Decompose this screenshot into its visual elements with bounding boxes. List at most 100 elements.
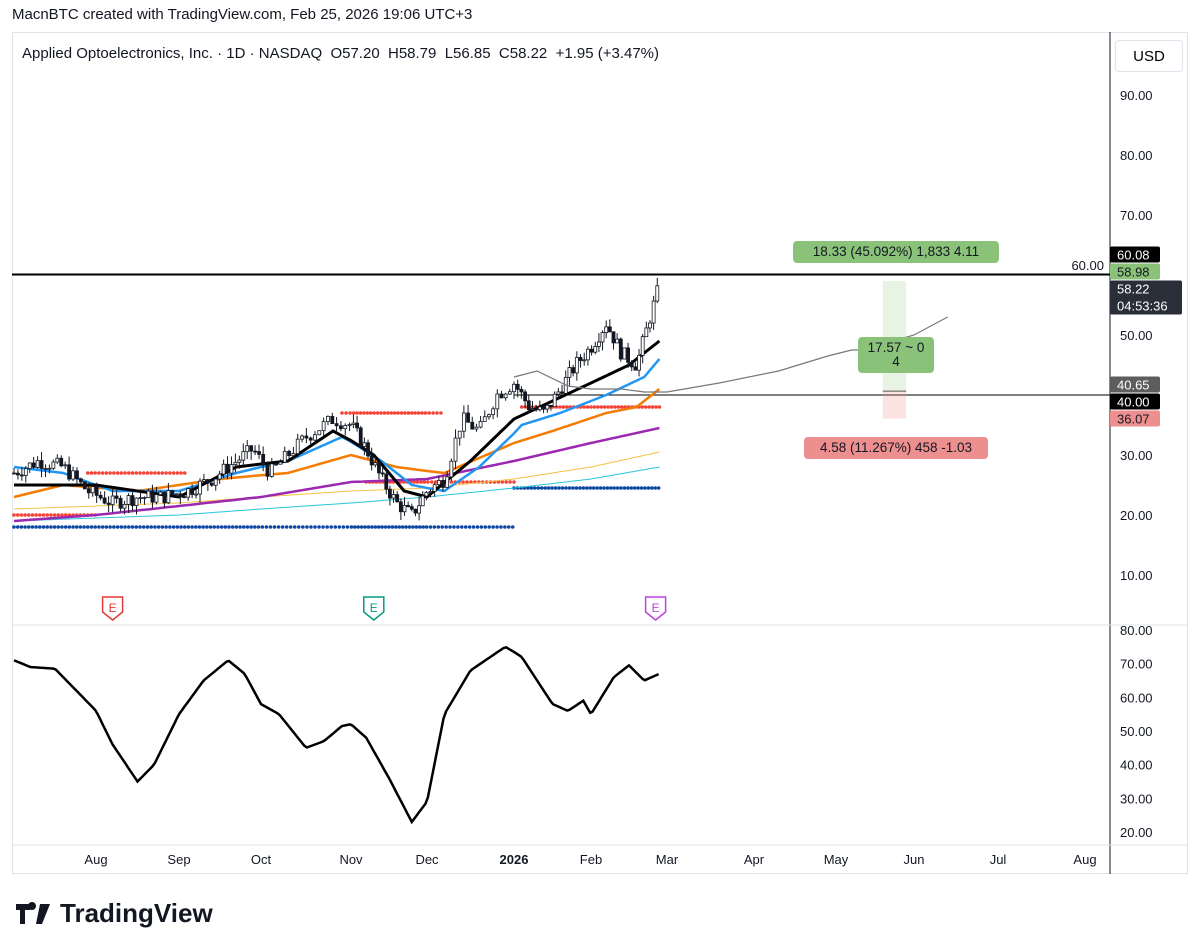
level-dot — [376, 525, 381, 529]
osc-tick: 30.00 — [1120, 791, 1153, 806]
candle-body — [19, 474, 24, 477]
level-dot — [368, 411, 373, 415]
candle-body — [217, 473, 222, 480]
candle-body — [637, 355, 641, 371]
level-dot — [93, 525, 97, 529]
level-dot — [153, 525, 157, 529]
candle-body — [330, 415, 335, 425]
candle-body — [648, 322, 652, 329]
candle-body — [27, 462, 32, 469]
candle-body — [461, 412, 466, 432]
candle-body — [71, 470, 75, 480]
candle-body — [604, 326, 609, 333]
level-dot — [19, 513, 24, 517]
level-dot — [449, 480, 454, 484]
level-dot — [619, 405, 624, 409]
candle-body — [571, 367, 576, 374]
level-dot — [602, 405, 607, 409]
time-tick: Sep — [167, 852, 190, 867]
level-dot — [356, 525, 361, 529]
candle-body — [326, 415, 330, 423]
candle-body — [82, 481, 87, 490]
candle-body — [369, 455, 374, 466]
level-dot — [260, 525, 265, 529]
candle-body — [86, 488, 91, 494]
level-dot — [487, 525, 492, 529]
level-dot — [432, 525, 437, 529]
level-dot — [23, 513, 27, 517]
level-dot — [138, 525, 142, 529]
level-dot — [164, 471, 168, 475]
level-dot — [426, 480, 430, 484]
level-dot — [372, 411, 376, 415]
level-dot — [510, 525, 515, 529]
level-dot — [650, 405, 655, 409]
candle-body — [436, 480, 441, 486]
candle-body — [339, 425, 343, 430]
level-dot — [389, 411, 394, 415]
level-dot — [413, 411, 418, 415]
level-dot — [49, 513, 53, 517]
candle-body — [537, 406, 542, 411]
candle-body — [655, 285, 660, 302]
level-dot — [38, 513, 42, 517]
level-dot — [115, 525, 120, 529]
level-dot — [428, 525, 433, 529]
level-dot — [622, 486, 627, 490]
level-dot — [238, 525, 242, 529]
candle-body — [237, 459, 242, 463]
level-dot — [272, 525, 277, 529]
level-dot — [431, 411, 435, 415]
tradingview-logo[interactable]: TradingView — [14, 898, 213, 929]
level-dot — [422, 480, 427, 484]
candle-body — [578, 357, 583, 361]
level-dot — [574, 486, 579, 490]
level-dot — [415, 480, 420, 484]
candle-body — [409, 506, 414, 510]
level-dot — [467, 525, 472, 529]
level-dot — [412, 480, 416, 484]
candle-body — [388, 488, 392, 499]
candle-body — [39, 460, 44, 469]
level-dot — [420, 411, 424, 415]
level-dot — [619, 486, 623, 490]
candle-body — [395, 494, 400, 503]
level-dot — [448, 525, 452, 529]
level-dot — [608, 486, 613, 490]
level-dot — [126, 471, 131, 475]
candle-body — [269, 463, 274, 477]
level-dot — [632, 486, 637, 490]
level-dot — [456, 525, 460, 529]
candle-body — [170, 490, 175, 496]
level-dot — [130, 525, 135, 529]
level-dot — [406, 411, 411, 415]
level-dot — [588, 486, 593, 490]
level-dot — [168, 525, 172, 529]
logo-text: TradingView — [60, 898, 213, 928]
level-dot — [616, 405, 621, 409]
candle-body — [295, 438, 300, 455]
candle-body — [644, 327, 649, 338]
price-tick: 80.00 — [1120, 148, 1153, 163]
target-label: 18.33 (45.092%) 1,833 4.11 — [813, 244, 979, 259]
candle-body — [347, 424, 352, 427]
level-dot — [317, 525, 321, 529]
time-tick: Aug — [1073, 852, 1096, 867]
chart-frame — [12, 32, 1188, 874]
level-dot — [506, 525, 511, 529]
level-dot — [182, 471, 187, 475]
level-dot — [138, 471, 142, 475]
position-center-label: 4 — [892, 354, 900, 369]
countdown-label: 04:53:36 — [1117, 298, 1168, 313]
currency-button[interactable]: USD — [1115, 40, 1183, 72]
price-label-bg — [1110, 246, 1160, 263]
candle-body — [35, 460, 40, 468]
candle-body — [600, 332, 605, 343]
candle-body — [202, 479, 206, 482]
candle-body — [245, 445, 250, 453]
level-dot — [560, 486, 565, 490]
level-dot — [86, 471, 90, 475]
candle-body — [651, 300, 656, 324]
candle-body — [300, 435, 304, 440]
